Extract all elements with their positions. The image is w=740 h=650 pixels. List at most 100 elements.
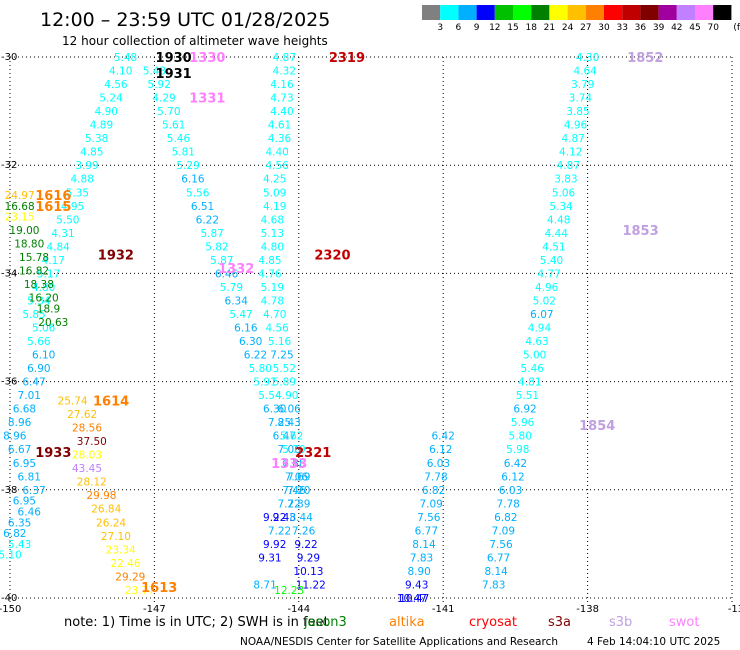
wave-height-value: 4.30 bbox=[576, 52, 599, 64]
color-scale-value: 21 bbox=[544, 23, 555, 33]
wave-height-value: 4.80 bbox=[261, 241, 284, 253]
axis-ticks: -150 -147 -144 -141 -138 -13 -30 -32 -34 -36 -38 -4… bbox=[0, 52, 740, 615]
pass-time-label: 1933 bbox=[35, 446, 71, 461]
wave-height-value: 5.51 bbox=[516, 390, 539, 402]
wave-height-value: 6.30 bbox=[239, 336, 262, 348]
pass-time-label: 1331 bbox=[189, 92, 225, 107]
wave-height-value: 4.31 bbox=[51, 228, 74, 240]
wave-height-value: 9.29 bbox=[297, 552, 320, 564]
x-tick-label: -147 bbox=[143, 604, 166, 615]
wave-height-value: 5.43 bbox=[143, 66, 166, 78]
color-scale-value: 45 bbox=[689, 23, 700, 33]
wave-height-value: 6.16 bbox=[234, 323, 258, 335]
wave-height-value: 5.87 bbox=[210, 255, 233, 267]
wave-height-value: 3.83 bbox=[554, 174, 577, 186]
y-tick-label: -30 bbox=[1, 52, 17, 63]
x-tick-label: -144 bbox=[287, 604, 310, 615]
wave-height-value: 18.38 bbox=[24, 279, 54, 291]
wave-height-value: 4.36 bbox=[268, 133, 292, 145]
wave-height-value: 7.56 bbox=[417, 512, 441, 524]
pass-time-label: 1854 bbox=[579, 419, 615, 434]
wave-height-value: 12.23 bbox=[274, 585, 304, 597]
wave-height-value: 5.16 bbox=[268, 336, 292, 348]
wave-height-value: 5.96 bbox=[511, 417, 535, 429]
wave-height-value: 6.88 bbox=[282, 458, 305, 470]
legend-entry-s3b: s3b bbox=[609, 615, 632, 630]
color-scale-swatch bbox=[476, 5, 495, 20]
wave-height-value: 7.20 bbox=[287, 485, 310, 497]
wave-height-value: 6.82 bbox=[3, 528, 26, 540]
wave-height-value: 5.52 bbox=[273, 363, 296, 375]
wave-height-value: 5.56 bbox=[186, 187, 210, 199]
wave-height-value: 4.70 bbox=[263, 309, 286, 321]
wave-height-value: 5.92 bbox=[148, 79, 171, 91]
wave-height-value: 8.96 bbox=[3, 431, 27, 443]
wave-height-value: 7.06 bbox=[277, 444, 301, 456]
wave-height-value: 5.48 bbox=[114, 52, 137, 64]
color-scale-swatch bbox=[695, 5, 714, 20]
y-tick-label: -38 bbox=[1, 485, 17, 496]
wave-height-value: 7.22 bbox=[268, 525, 291, 537]
wave-height-value: 5.38 bbox=[85, 133, 108, 145]
wave-height-value: 6.16 bbox=[181, 174, 205, 186]
wave-height-value: 5.17 bbox=[37, 268, 60, 280]
wave-height-value: 5.80 bbox=[249, 363, 272, 375]
wave-height-value: 9.22 bbox=[294, 539, 317, 551]
wave-height-value: 5.13 bbox=[261, 228, 284, 240]
wave-height-value: 6.37 bbox=[22, 485, 45, 497]
wave-height-value: 6.12 bbox=[501, 471, 524, 483]
wave-height-value: 4.10 bbox=[109, 66, 132, 78]
wave-height-value: 22.46 bbox=[110, 558, 140, 570]
wave-height-value: 4.12 bbox=[559, 147, 582, 159]
wave-height-value: 6.46 bbox=[215, 268, 239, 280]
wave-height-value: 5.79 bbox=[282, 444, 305, 456]
wave-height-value: 23.34 bbox=[106, 544, 136, 556]
x-tick-label: -150 bbox=[0, 604, 21, 615]
y-tick-label: -32 bbox=[1, 160, 17, 171]
color-scale-value: 42 bbox=[671, 23, 682, 33]
legend-entry-s3a: s3a bbox=[548, 615, 571, 630]
wave-height-value: 6.42 bbox=[504, 458, 527, 470]
wave-height-value: 7.39 bbox=[287, 498, 310, 510]
wave-height-value: 4.84 bbox=[46, 241, 70, 253]
wave-height-value: 7.22 bbox=[277, 498, 300, 510]
pass-time-label: 1931 bbox=[156, 67, 192, 82]
wave-height-value: 7.78 bbox=[424, 471, 447, 483]
wave-height-value: 6.95 bbox=[13, 496, 36, 508]
y-tick-label: -36 bbox=[1, 377, 17, 388]
color-scale-swatch bbox=[531, 5, 550, 20]
color-scale-swatch bbox=[458, 5, 477, 20]
color-scale-value: 6 bbox=[456, 23, 462, 33]
wave-height-value: 4.73 bbox=[270, 93, 293, 105]
wave-height-value: 6.22 bbox=[196, 214, 219, 226]
wave-height-value: 5.29 bbox=[176, 160, 199, 172]
wave-height-value: 6.07 bbox=[530, 309, 553, 321]
wave-height-value: 18.9 bbox=[37, 304, 60, 316]
pass-time-label: 1616 bbox=[35, 189, 71, 204]
wave-height-value: 7.09 bbox=[492, 525, 515, 537]
wave-height-value: 9.22 bbox=[263, 512, 286, 524]
wave-height-value: 16.82 bbox=[19, 266, 49, 278]
wave-height-value: 3.85 bbox=[566, 106, 589, 118]
wave-height-value: 16.68 bbox=[5, 201, 35, 213]
wave-height-value: 7.01 bbox=[18, 390, 41, 402]
color-scale-swatch bbox=[658, 5, 677, 20]
color-scale-value: 15 bbox=[507, 23, 518, 33]
wave-height-value: 7.78 bbox=[496, 498, 519, 510]
wave-height-value: 23.15 bbox=[5, 212, 35, 224]
wave-height-value: 5.40 bbox=[540, 255, 563, 267]
pass-time-label: 1852 bbox=[627, 51, 663, 66]
color-scale-swatch bbox=[713, 5, 732, 20]
wave-height-value: 15.78 bbox=[19, 252, 49, 264]
wave-height-value: 4.85 bbox=[258, 255, 281, 267]
wave-height-value: 7.83 bbox=[410, 552, 433, 564]
wave-height-value: 5.06 bbox=[32, 323, 56, 335]
color-scale-value: 24 bbox=[562, 23, 574, 33]
wave-height-value: 24.97 bbox=[5, 190, 35, 202]
x-tick-label: -138 bbox=[576, 604, 599, 615]
pass-time-label: 2321 bbox=[295, 446, 331, 461]
wave-height-value: 5.46 bbox=[521, 363, 545, 375]
wave-height-value: 5.98 bbox=[506, 444, 529, 456]
